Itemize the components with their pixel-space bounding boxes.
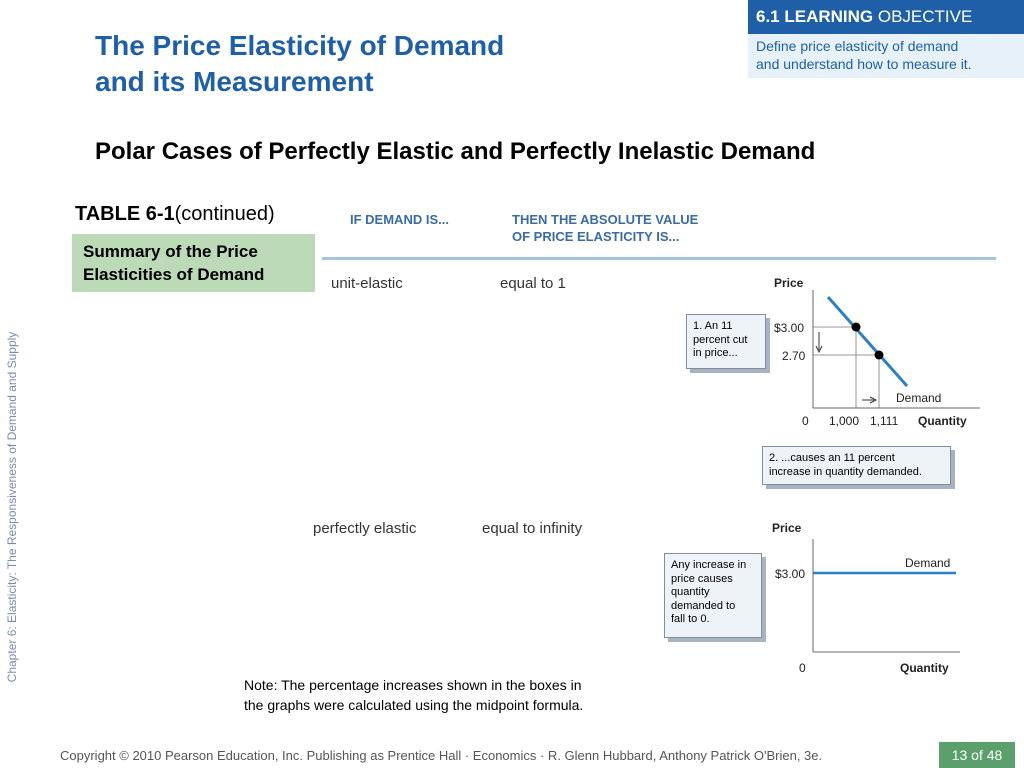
row-1-elasticity: equal to 1 <box>500 275 566 292</box>
graph1-p1-label: $3.00 <box>774 321 804 335</box>
graph1-point-1 <box>851 322 861 332</box>
chapter-side-label: Chapter 6: Elasticity: The Responsivenes… <box>5 331 19 683</box>
graph1-callout-quantity-increase: 2. ...causes an 11 percent increase in q… <box>762 446 951 485</box>
graph1-curve-label: Demand <box>896 391 941 405</box>
column-header-elasticity: THEN THE ABSOLUTE VALUE OF PRICE ELASTIC… <box>512 211 698 245</box>
graph1-q2-label: 1,111 <box>870 414 899 428</box>
graph1-callout1-line-3: in price... <box>693 347 738 359</box>
graph1-quantity-arrowhead <box>869 396 878 404</box>
midpoint-note: Note: The percentage increases shown in … <box>244 675 674 715</box>
unit-elastic-graph: Price $3.00 2.70 Demand 0 1,000 1,111 Qu… <box>774 276 980 428</box>
slide-subtitle: Polar Cases of Perfectly Elastic and Per… <box>95 138 816 165</box>
graph2-quantity-label: Quantity <box>900 661 949 675</box>
objective-head-bold: 6.1 LEARNING <box>756 7 874 26</box>
copyright-footer: Copyright © 2010 Pearson Education, Inc.… <box>60 748 823 763</box>
graph1-callout1-line-2: percent cut <box>693 333 748 346</box>
summary-line-1: Summary of the Price <box>83 242 258 261</box>
page-total: 48 <box>986 747 1003 763</box>
page-title: The Price Elasticity of Demand and its M… <box>95 28 655 100</box>
graph1-price-arrowhead <box>815 345 823 354</box>
graph1-callout1-line-1: 1. An 11 <box>693 320 733 332</box>
graph1-origin-label: 0 <box>802 414 809 428</box>
graph2-curve-label: Demand <box>905 556 950 570</box>
graph2-price-label: Price <box>772 521 802 535</box>
note-line-1: Note: The percentage increases shown in … <box>244 677 582 693</box>
graph2-callout-line-5: fall to 0. <box>671 613 710 625</box>
objective-line-2: and understand how to measure it. <box>756 56 972 72</box>
graph2-p1-label: $3.00 <box>775 567 805 581</box>
graph2-callout-line-3: quantity <box>671 586 710 598</box>
graph2-callout: Any increase in price causes quantity de… <box>664 553 762 638</box>
row-2-elasticity: equal to infinity <box>482 520 583 537</box>
title-line-2: and its Measurement <box>95 66 374 97</box>
page-sep: of <box>967 747 987 763</box>
graph1-demand-curve <box>826 296 909 387</box>
graph1-callout2-line-2: increase in quantity demanded. <box>769 465 922 478</box>
column-header-elasticity-line-1: THEN THE ABSOLUTE VALUE <box>512 212 699 227</box>
row-1-demand: unit-elastic <box>331 275 403 292</box>
page-indicator: 13 of 48 <box>939 742 1015 768</box>
perfectly-elastic-graph: Price $3.00 Demand 0 Quantity <box>772 521 960 675</box>
column-header-elasticity-line-2: OF PRICE ELASTICITY IS... <box>512 229 680 244</box>
title-line-1: The Price Elasticity of Demand <box>95 30 505 61</box>
objective-line-1: Define price elasticity of demand <box>756 38 959 54</box>
objective-body: Define price elasticity of demand and un… <box>748 34 1024 78</box>
graph1-p2-label: 2.70 <box>782 349 806 363</box>
header-divider <box>322 257 996 260</box>
graph1-price-label: Price <box>774 276 804 290</box>
graph1-quantity-label: Quantity <box>918 414 967 428</box>
graph2-callout-line-4: demanded to <box>671 599 736 612</box>
graph2-origin-label: 0 <box>799 661 806 675</box>
graph1-point-2 <box>874 350 884 360</box>
objective-head-rest: OBJECTIVE <box>873 7 973 26</box>
row-2-demand: perfectly elastic <box>313 520 417 537</box>
summary-line-2: Elasticities of Demand <box>83 265 265 284</box>
graph2-callout-line-1: Any increase in <box>671 559 747 571</box>
table-summary-box: Summary of the Price Elasticities of Dem… <box>72 234 315 292</box>
table-continued: (continued) <box>174 203 275 225</box>
table-number: TABLE 6-1 <box>75 203 175 225</box>
graph1-callout2-line-1: 2. ...causes an 11 percent <box>769 452 895 464</box>
objective-header: 6.1 LEARNING OBJECTIVE <box>748 0 1024 34</box>
note-line-2: the graphs were calculated using the mid… <box>244 697 584 713</box>
graph1-q1-label: 1,000 <box>829 414 859 428</box>
page-current: 13 <box>951 747 968 763</box>
table-label: TABLE 6-1(continued) <box>75 203 275 226</box>
column-header-demand: IF DEMAND IS... <box>350 212 449 227</box>
graph1-callout-price-cut: 1. An 11 percent cut in price... <box>686 314 766 369</box>
graph2-callout-line-2: price causes <box>671 572 733 585</box>
